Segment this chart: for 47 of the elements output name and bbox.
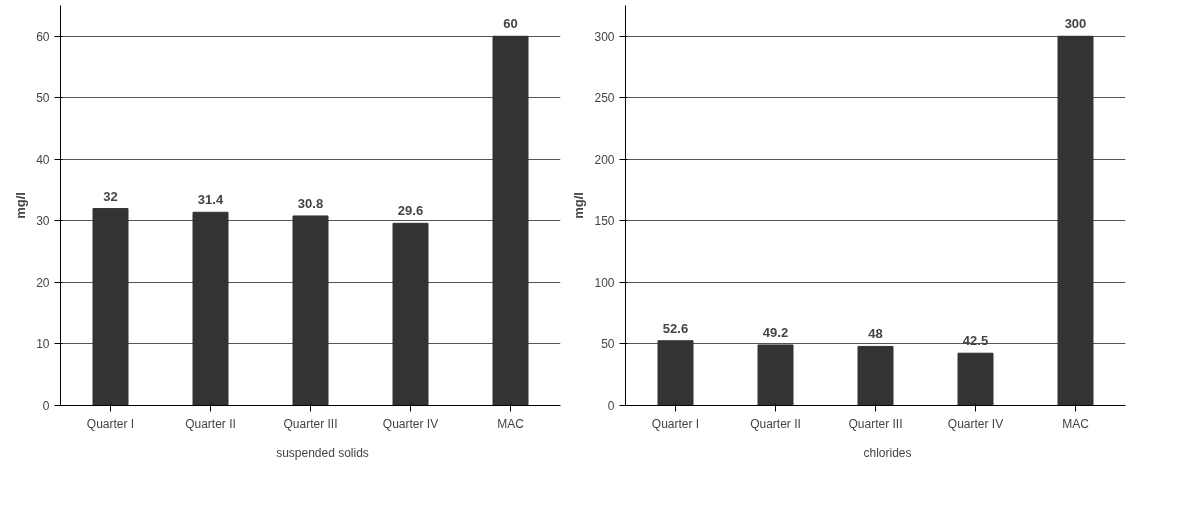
x-tick-label: Quarter IV xyxy=(382,416,439,431)
bar xyxy=(92,208,129,406)
y-tick-label: 30 xyxy=(36,214,50,229)
x-tick-label: MAC xyxy=(497,416,525,431)
x-tick-label: Quarter II xyxy=(185,416,236,431)
bar xyxy=(757,344,794,406)
bar xyxy=(292,215,329,406)
data-label: 29.6 xyxy=(397,203,424,219)
x-tick-label: MAC xyxy=(1062,416,1090,431)
data-label: 300 xyxy=(1064,16,1087,32)
data-label: 30.8 xyxy=(297,195,324,211)
bar xyxy=(492,35,529,406)
bar xyxy=(857,345,894,406)
y-tick-label: 0 xyxy=(42,399,50,413)
y-tick-label: 150 xyxy=(594,214,615,229)
y-tick-label: 20 xyxy=(36,275,50,290)
x-tick-label: Quarter I xyxy=(86,416,135,431)
data-label: 60 xyxy=(503,16,518,32)
x-tick-label: Quarter I xyxy=(651,416,700,431)
x-tick-label: Quarter IV xyxy=(947,416,1004,431)
y-tick-label: 100 xyxy=(594,275,615,290)
x-tick-label: Quarter III xyxy=(283,416,338,431)
y-tick-label: 0 xyxy=(607,399,615,413)
text: suspended solids xyxy=(276,446,369,460)
y-tick-label: 40 xyxy=(36,152,50,167)
y-axis-title: mg/l xyxy=(13,192,29,219)
y-axis-title: mg/l xyxy=(571,192,587,219)
bar xyxy=(392,222,429,406)
data-label: 32 xyxy=(103,188,118,204)
bar xyxy=(1057,35,1094,406)
y-tick-label: 50 xyxy=(36,91,50,106)
x-tick-label: Quarter II xyxy=(750,416,801,431)
y-tick-label: 250 xyxy=(594,91,615,106)
y-tick-label: 10 xyxy=(36,337,50,352)
data-label: 49.2 xyxy=(762,324,789,340)
y-tick-label: 50 xyxy=(601,337,615,352)
data-label: 31.4 xyxy=(197,192,224,208)
bar xyxy=(192,211,229,406)
x-tick-label: Quarter III xyxy=(848,416,903,431)
y-tick-label: 300 xyxy=(594,29,615,44)
bar xyxy=(657,340,694,406)
bar xyxy=(957,352,994,406)
y-tick-label: 60 xyxy=(36,29,50,44)
y-tick-label: 200 xyxy=(594,152,615,167)
data-label: 48 xyxy=(868,326,883,342)
text: chlorides xyxy=(863,446,912,460)
data-label: 52.6 xyxy=(662,320,689,336)
